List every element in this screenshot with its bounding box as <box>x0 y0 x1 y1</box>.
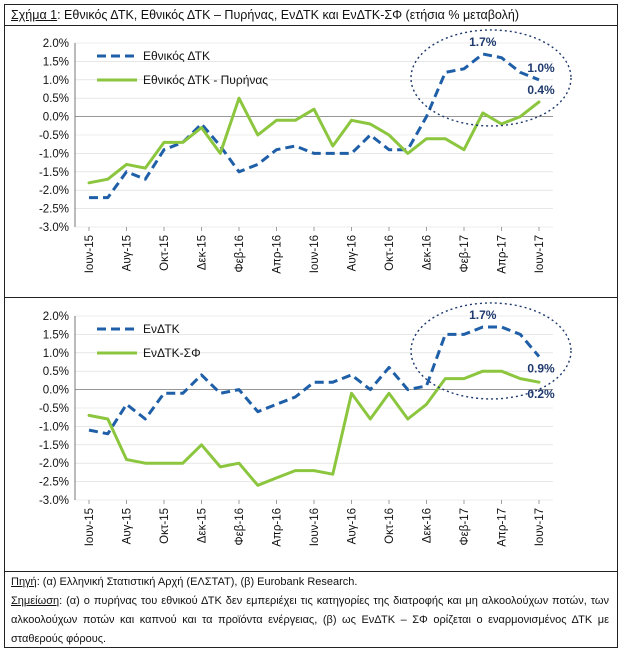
p1-y-tick-label: 0.0% <box>43 112 69 124</box>
footnote: Πηγή: (α) Ελληνική Στατιστική Αρχή (ΕΛΣΤ… <box>11 573 609 649</box>
p1-y-tick-label: -1.0% <box>39 148 69 160</box>
p2-x-tick-label: Αυγ-15 <box>122 508 134 544</box>
p1-y-tick-label: -2.0% <box>39 185 69 197</box>
p1-x-tick-label: Οκτ-16 <box>384 235 396 271</box>
p1-x-tick-label: Φεβ-16 <box>234 235 246 273</box>
p2-y-tick-label: -3.0% <box>39 495 69 507</box>
figure-title-text: : Εθνικός ΔΤΚ, Εθνικός ΔΤΚ – Πυρήνας, Εν… <box>57 8 519 22</box>
p2-x-tick-label: Οκτ-15 <box>159 508 171 544</box>
p2-legend: ΕνΔΤΚ ΕνΔΤΚ-ΣΦ <box>97 322 201 360</box>
p2-data-label: 0.2% <box>527 387 555 401</box>
p2-x-tick-label: Δεκ-15 <box>197 508 209 543</box>
p2-y-tick-label: 2.0% <box>43 311 69 323</box>
p1-y-tick-label: 1.0% <box>43 75 69 87</box>
p2-legend-label: ΕνΔΤΚ-ΣΦ <box>143 346 201 360</box>
source-label: Πηγή <box>11 576 37 588</box>
p2-y-tick-label: -2.0% <box>39 458 69 470</box>
notes-line: Σημείωση: (α) ο πυρήνας του εθνικού ΔΤΚ … <box>11 592 609 649</box>
p1-data-label: 1.0% <box>527 61 555 75</box>
p1-x-tick-label: Αυγ-15 <box>122 235 134 271</box>
p1-legend: Εθνικός ΔΤΚ Εθνικός ΔΤΚ - Πυρήνας <box>97 49 268 87</box>
p1-series-line-εθνικός-δτκ <box>89 52 540 200</box>
p1-x-tick-label: Απρ-17 <box>497 235 509 274</box>
title-divider <box>5 25 617 26</box>
p2-x-tick-label: Φεβ-17 <box>459 508 471 546</box>
p1-x-tick-label: Ιουν-16 <box>309 235 321 273</box>
p2-y-tick-label: 1.5% <box>43 329 69 341</box>
p1-y-tick-label: -0.5% <box>39 130 69 142</box>
chart-panel-top: 2.0% 1.5% 1.0% 0.5% 0.0% -0.5% -1.0% -1.5% -2.0%… <box>39 29 572 274</box>
p1-data-label: 1.7% <box>469 35 497 49</box>
p1-x-tick-label: Φεβ-17 <box>459 235 471 273</box>
p1-highlight-ellipse <box>410 29 572 127</box>
p2-series-line-ενδτκ-σφ <box>87 369 541 487</box>
p2-x-tick-label: Απρ-16 <box>272 508 284 547</box>
p2-x-tick-label: Ιουν-15 <box>84 508 96 546</box>
p1-x-tick-label: Ιουν-17 <box>534 235 546 273</box>
p2-x-tick-label: Φεβ-16 <box>234 508 246 546</box>
p1-data-label: 0.4% <box>527 83 555 97</box>
p1-x-tick-label: Απρ-16 <box>272 235 284 274</box>
notes-label: Σημείωση <box>11 595 60 607</box>
footnote-divider <box>5 571 617 572</box>
p2-x-tick-label: Ιουν-16 <box>309 508 321 546</box>
p2-y-tick-label: -1.5% <box>39 440 69 452</box>
p2-x-tick-label: Αυγ-16 <box>347 508 359 544</box>
p2-y-tick-label: -1.0% <box>39 421 69 433</box>
p2-x-tick-label: Απρ-17 <box>497 508 509 547</box>
figure-title: Σχήμα 1: Εθνικός ΔΤΚ, Εθνικός ΔΤΚ – Πυρή… <box>11 7 611 23</box>
p1-legend-label: Εθνικός ΔΤΚ - Πυρήνας <box>143 73 268 87</box>
p1-y-tick-label: -1.5% <box>39 167 69 179</box>
p1-x-tick-label: Αυγ-16 <box>347 235 359 271</box>
p1-y-tick-label: 1.5% <box>43 56 69 68</box>
p2-y-tick-label: 1.0% <box>43 348 69 360</box>
figure-title-label: Σχήμα 1 <box>11 8 58 22</box>
p2-y-tick-label: -0.5% <box>39 403 69 415</box>
p1-y-tick-label: -3.0% <box>39 222 69 234</box>
p2-data-label: 0.9% <box>527 361 555 375</box>
p1-x-tick-label: Δεκ-15 <box>197 235 209 270</box>
p2-series-line-ενδτκ <box>88 325 541 436</box>
p1-x-tick-label: Ιουν-15 <box>84 235 96 273</box>
figure-frame: Σχήμα 1: Εθνικός ΔΤΚ, Εθνικός ΔΤΚ – Πυρή… <box>4 4 618 648</box>
notes-text: : (α) ο πυρήνας του εθνικού ΔΤΚ δεν εμπε… <box>11 595 609 645</box>
p1-x-tick-label: Οκτ-15 <box>159 235 171 271</box>
p1-series-line-εθνικός-δτκ-πυρήνας <box>87 96 541 185</box>
chart-panel-bottom: 2.0% 1.5% 1.0% 0.5% 0.0% -0.5% -1.0% -1.5% -2.0%… <box>39 302 572 547</box>
p2-legend-label: ΕνΔΤΚ <box>143 322 180 336</box>
p1-x-tick-label: Δεκ-16 <box>422 235 434 270</box>
panel-divider <box>5 297 617 298</box>
p2-x-tick-label: Ιουν-17 <box>534 508 546 546</box>
p2-y-tick-label: -2.5% <box>39 477 69 489</box>
p2-data-label: 1.7% <box>469 308 497 322</box>
p2-y-tick-label: 0.5% <box>43 366 69 378</box>
p1-y-tick-label: 0.5% <box>43 93 69 105</box>
p2-x-tick-label: Οκτ-16 <box>384 508 396 544</box>
p1-y-tick-label: -2.5% <box>39 204 69 216</box>
source-line: Πηγή: (α) Ελληνική Στατιστική Αρχή (ΕΛΣΤ… <box>11 573 609 592</box>
p2-x-tick-label: Δεκ-16 <box>422 508 434 543</box>
p2-y-tick-label: 0.0% <box>43 385 69 397</box>
p1-legend-label: Εθνικός ΔΤΚ <box>143 49 210 63</box>
p1-y-tick-label: 2.0% <box>43 38 69 50</box>
source-text: : (α) Ελληνική Στατιστική Αρχή (ΕΛΣΤΑΤ),… <box>36 576 358 588</box>
